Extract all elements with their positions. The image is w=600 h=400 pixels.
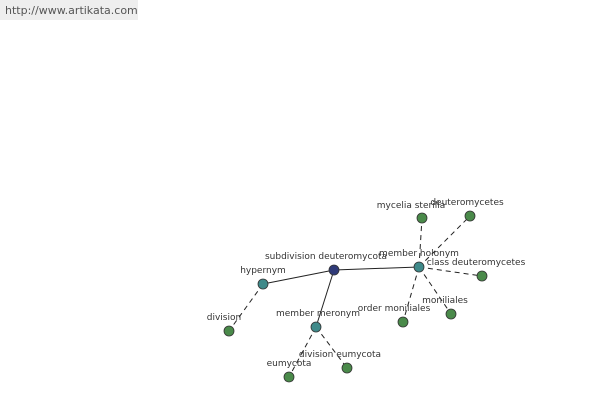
node[interactable] bbox=[464, 210, 476, 222]
edge bbox=[402, 266, 420, 323]
edge bbox=[418, 215, 471, 268]
node-label: member meronym bbox=[276, 309, 360, 319]
edge bbox=[315, 326, 348, 369]
node-label: class deuteromycetes bbox=[427, 258, 526, 268]
node[interactable] bbox=[283, 371, 295, 383]
node-label: mycelia sterilia bbox=[377, 201, 445, 211]
node[interactable] bbox=[445, 308, 457, 320]
edge bbox=[418, 266, 483, 277]
node-label: eumycota bbox=[267, 359, 312, 369]
node[interactable] bbox=[397, 316, 409, 328]
node[interactable] bbox=[310, 321, 322, 333]
edge bbox=[418, 217, 423, 268]
edge bbox=[333, 266, 420, 271]
node[interactable] bbox=[413, 261, 425, 273]
node-label: moniliales bbox=[422, 296, 468, 306]
edge bbox=[418, 266, 452, 315]
node[interactable] bbox=[341, 362, 353, 374]
node[interactable] bbox=[223, 325, 235, 337]
node-label: deuteromycetes bbox=[430, 198, 504, 208]
node-label: subdivision deuteromycota bbox=[265, 252, 387, 262]
site-url[interactable]: http://www.artikata.com bbox=[0, 0, 138, 20]
node-label: order moniliales bbox=[358, 304, 431, 314]
node[interactable] bbox=[257, 278, 269, 290]
node-label: hypernym bbox=[240, 266, 286, 276]
node[interactable] bbox=[476, 270, 488, 282]
edge bbox=[228, 283, 264, 332]
edge bbox=[262, 269, 335, 285]
node-label: member holonym bbox=[379, 249, 459, 259]
node[interactable] bbox=[328, 264, 340, 276]
edge bbox=[288, 326, 317, 378]
edge bbox=[315, 269, 335, 328]
node[interactable] bbox=[416, 212, 428, 224]
node-label: division eumycota bbox=[299, 350, 381, 360]
node-label: division bbox=[207, 313, 241, 323]
